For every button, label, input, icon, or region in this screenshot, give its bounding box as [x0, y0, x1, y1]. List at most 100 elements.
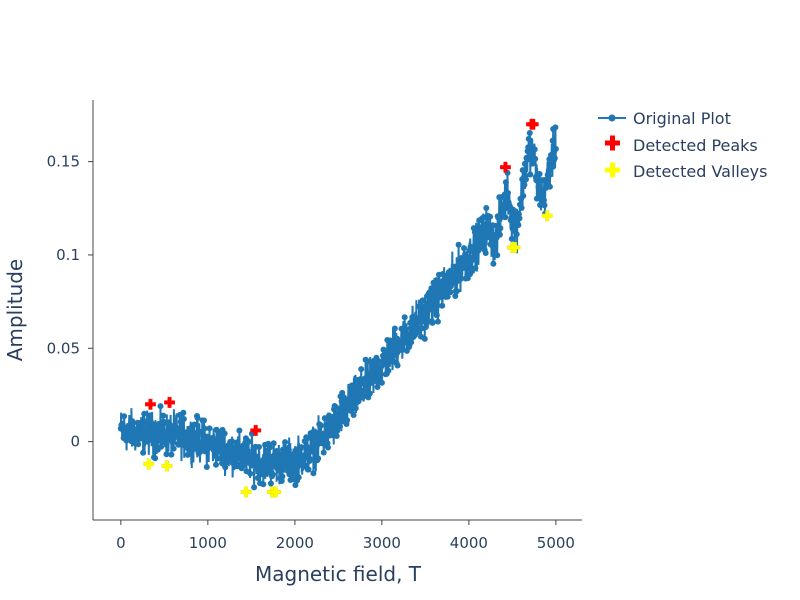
- original-plot-point: [516, 215, 523, 222]
- original-plot-point: [250, 450, 256, 457]
- original-plot-point: [488, 227, 495, 233]
- original-plot-point: [505, 190, 511, 196]
- original-plot-point: [193, 442, 200, 449]
- x-ticks: 0 1000 2000 3000 4000 5000: [116, 520, 575, 552]
- original-plot-point: [178, 433, 185, 439]
- original-plot-point: [288, 462, 295, 469]
- original-plot-point: [140, 449, 147, 456]
- original-plot-point: [376, 368, 383, 375]
- original-plot-point: [377, 373, 384, 380]
- original-plot-point: [508, 235, 515, 242]
- original-plot-point: [279, 473, 286, 480]
- original-plot-point: [270, 440, 277, 447]
- valley-marker: [161, 460, 173, 472]
- original-plot-point: [437, 293, 444, 300]
- original-plot-point: [497, 225, 504, 232]
- original-plot-point: [152, 455, 159, 462]
- legend-item-peaks[interactable]: Detected Peaks: [605, 135, 758, 156]
- original-plot-point: [200, 442, 206, 449]
- original-plot-point: [393, 352, 399, 359]
- original-plot-point: [391, 325, 398, 332]
- x-axis-title: Magnetic field, T: [255, 562, 422, 586]
- original-plot-point: [421, 335, 428, 342]
- valley-marker: [240, 486, 252, 498]
- y-axis-title: Amplitude: [3, 259, 27, 362]
- original-plot-point: [401, 314, 408, 321]
- original-plot-point: [298, 444, 305, 451]
- original-plot-point: [536, 171, 543, 177]
- plot-area: [117, 118, 559, 498]
- original-plot-point: [178, 426, 185, 433]
- original-plot-point: [291, 456, 298, 463]
- peak-marker: [164, 397, 175, 408]
- legend-item-valleys[interactable]: Detected Valleys: [605, 162, 767, 181]
- original-plot-point: [214, 455, 221, 462]
- original-plot-point: [388, 349, 395, 356]
- original-plot-point: [325, 444, 331, 451]
- original-plot-point: [430, 296, 436, 303]
- original-plot-point: [333, 433, 340, 439]
- original-plot-point: [275, 459, 282, 466]
- original-plot-point: [360, 393, 367, 400]
- original-plot-point: [492, 243, 498, 250]
- original-plot-point: [470, 248, 477, 255]
- valley-marker: [541, 210, 553, 222]
- original-plot-point: [269, 471, 276, 478]
- original-plot-point: [538, 177, 545, 184]
- original-plot-point: [278, 477, 285, 484]
- original-plot-point: [358, 366, 365, 373]
- original-plot-point: [203, 464, 210, 470]
- original-plot-point: [175, 441, 182, 448]
- original-plot-point: [222, 464, 229, 471]
- original-plot-point: [273, 448, 280, 455]
- original-plot-point: [494, 252, 501, 259]
- original-plot-point: [170, 445, 177, 452]
- original-plot-point: [525, 135, 532, 142]
- original-plot-point: [356, 381, 363, 388]
- original-plot-point: [245, 438, 252, 445]
- original-plot-point: [523, 176, 529, 183]
- original-plot-point: [241, 460, 248, 467]
- original-plot-point: [229, 438, 236, 445]
- original-plot-point: [235, 445, 242, 452]
- original-plot-point: [218, 437, 225, 444]
- original-plot-point: [337, 423, 343, 430]
- original-plot-point: [447, 289, 454, 296]
- original-plot-point: [321, 415, 328, 422]
- original-plot-point: [260, 481, 267, 488]
- original-plot-point: [364, 358, 371, 365]
- original-plot-point: [184, 451, 191, 458]
- original-plot-point: [455, 241, 462, 248]
- x-tick-label: 2000: [276, 534, 314, 552]
- original-plot-point: [236, 427, 243, 434]
- original-plot-point: [526, 130, 533, 136]
- original-plot-point: [495, 214, 502, 221]
- original-plot-point: [524, 156, 531, 163]
- y-ticks: 0 0.05 0.1 0.15: [47, 153, 93, 451]
- original-plot-point: [342, 404, 349, 411]
- original-plot-point: [332, 404, 339, 410]
- original-plot-point: [194, 414, 201, 421]
- original-plot-point: [247, 470, 254, 477]
- original-plot-point: [318, 422, 324, 429]
- x-tick-label: 0: [116, 534, 126, 552]
- original-plot-point: [334, 427, 341, 434]
- original-plot-point: [433, 277, 440, 284]
- legend-cross-icon-red: [605, 135, 620, 151]
- original-plot-point: [519, 167, 526, 174]
- original-plot-point: [532, 155, 539, 162]
- original-plot-point: [158, 443, 165, 450]
- original-plot-point: [552, 124, 559, 131]
- legend-item-original[interactable]: Original Plot: [598, 109, 731, 128]
- original-plot-point: [221, 430, 228, 437]
- y-tick-label: 0.15: [47, 153, 80, 171]
- original-plot-point: [366, 390, 373, 397]
- legend[interactable]: Original Plot Detected Peaks Detected Va…: [598, 109, 767, 181]
- peak-marker: [145, 398, 156, 410]
- original-plot-point: [549, 137, 556, 144]
- original-plot-point: [500, 208, 507, 215]
- original-plot-point: [467, 243, 474, 250]
- original-plot-point: [513, 231, 520, 238]
- original-plot-point: [461, 245, 467, 252]
- original-plot-point: [490, 260, 497, 267]
